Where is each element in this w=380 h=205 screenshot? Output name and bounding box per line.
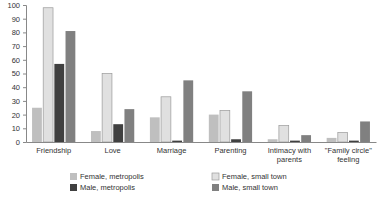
- y-tick: 50: [12, 69, 26, 78]
- bar: [43, 8, 53, 142]
- y-axis-line: [23, 6, 27, 143]
- y-tick: 60: [12, 56, 26, 65]
- y-tick-mark: [23, 128, 26, 129]
- y-tick: 80: [12, 28, 26, 37]
- x-tick: Parenting: [214, 142, 246, 155]
- bar: [183, 80, 193, 142]
- bars: [32, 8, 370, 142]
- bar: [54, 64, 64, 142]
- y-axis: 0 10 20 30 40 50 60 70 80 90 100: [7, 1, 26, 147]
- series: [66, 31, 370, 142]
- x-tick: Intimacy withparents: [268, 142, 311, 164]
- y-tick-label: 50: [12, 69, 20, 78]
- legend-swatch: [212, 184, 219, 191]
- y-tick-mark: [23, 74, 26, 75]
- bar: [327, 138, 337, 142]
- y-tick-mark: [23, 46, 26, 47]
- x-tick-label-line: parents: [277, 155, 302, 164]
- x-tick: Friendship: [36, 142, 71, 155]
- bar: [349, 141, 359, 142]
- x-tick-label: Friendship: [36, 146, 71, 155]
- bar: [150, 117, 160, 142]
- y-tick: 90: [12, 15, 26, 24]
- y-tick-mark: [23, 142, 26, 143]
- y-tick-label: 10: [12, 124, 20, 133]
- bar: [32, 108, 42, 142]
- bar: [91, 131, 101, 142]
- y-tick-mark: [23, 5, 26, 6]
- y-tick: 0: [16, 138, 26, 147]
- x-tick: Marriage: [157, 142, 187, 155]
- bar: [242, 91, 252, 142]
- bar: [279, 126, 289, 142]
- y-tick-mark: [23, 60, 26, 61]
- y-tick-label: 40: [12, 83, 20, 92]
- bar: [113, 124, 123, 142]
- bar: [102, 74, 112, 143]
- y-tick-label: 20: [12, 111, 20, 120]
- y-tick-label: 100: [7, 1, 20, 10]
- y-tick-mark: [23, 101, 26, 102]
- y-tick-label: 70: [12, 42, 20, 51]
- x-tick-label: "Family circle"feeling: [325, 146, 372, 163]
- y-tick-mark: [23, 32, 26, 33]
- x-tick-label: Parenting: [214, 146, 246, 155]
- x-axis-line: [27, 142, 377, 143]
- x-tick: Love: [104, 142, 120, 155]
- legend-item: Male, small town: [212, 183, 278, 192]
- legend-label: Female, metropolis: [80, 172, 144, 181]
- y-tick-mark: [23, 19, 26, 20]
- legend-item: Female, small town: [212, 172, 287, 181]
- y-tick: 100: [7, 1, 26, 10]
- bar: [66, 31, 76, 142]
- bar: [124, 109, 134, 142]
- bar: [231, 139, 241, 142]
- y-tick-label: 90: [12, 15, 20, 24]
- y-tick: 70: [12, 42, 26, 51]
- legend-swatch: [212, 173, 219, 180]
- chart: 0 10 20 30 40 50 60 70 80 90 100 Friendship Love Marr…: [0, 0, 380, 205]
- bar: [220, 110, 230, 142]
- bar: [360, 121, 370, 142]
- legend-swatch: [70, 184, 77, 191]
- legend-label: Male, metropolis: [80, 183, 135, 192]
- legend-item: Male, metropolis: [70, 183, 135, 192]
- legend-label: Female, small town: [222, 172, 287, 181]
- bar: [290, 141, 300, 142]
- y-tick-label: 80: [12, 28, 20, 37]
- y-tick: 40: [12, 83, 26, 92]
- x-axis: Friendship Love Marriage Parenting Intimacy …: [27, 142, 377, 164]
- x-tick-label: Love: [104, 146, 120, 155]
- bar: [161, 97, 171, 142]
- bar: [338, 132, 348, 142]
- x-tick-label-line: feeling: [337, 155, 359, 164]
- y-tick-mark: [23, 115, 26, 116]
- bar: [301, 135, 311, 142]
- legend: Female, metropolis Female, small town Male…: [70, 172, 287, 192]
- legend-label: Male, small town: [222, 183, 278, 192]
- y-tick: 20: [12, 111, 26, 120]
- y-tick: 10: [12, 124, 26, 133]
- y-tick-label: 30: [12, 97, 20, 106]
- y-tick-label: 0: [16, 138, 20, 147]
- series: [54, 64, 358, 142]
- x-tick-label: Marriage: [157, 146, 187, 155]
- y-tick: 30: [12, 97, 26, 106]
- x-tick-label: Intimacy withparents: [268, 146, 311, 163]
- legend-swatch: [70, 173, 77, 180]
- y-tick-label: 60: [12, 56, 20, 65]
- bar: [172, 141, 182, 142]
- y-tick-mark: [23, 87, 26, 88]
- legend-item: Female, metropolis: [70, 172, 144, 181]
- plot: 0 10 20 30 40 50 60 70 80 90 100 Friendship Love Marr…: [7, 1, 376, 164]
- x-tick: "Family circle"feeling: [325, 142, 372, 164]
- bar: [268, 139, 278, 142]
- bar: [209, 115, 219, 142]
- series: [43, 8, 347, 142]
